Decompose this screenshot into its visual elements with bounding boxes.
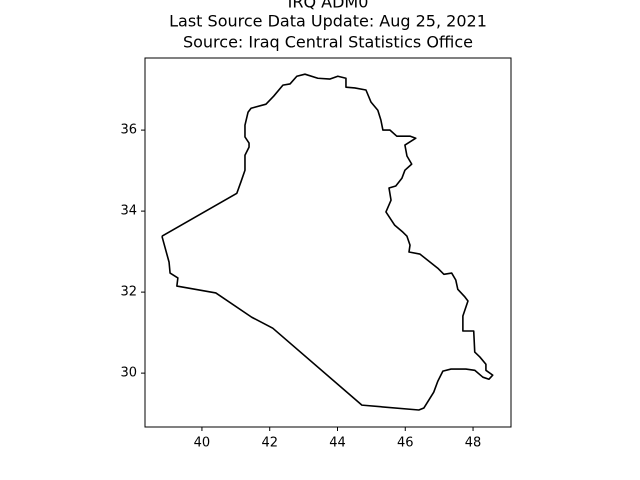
x-tick-label: 46: [397, 436, 414, 451]
x-tick-label: 44: [329, 436, 346, 451]
x-tick-label: 48: [465, 436, 482, 451]
plot-frame: [144, 57, 512, 428]
x-tick-label: 42: [261, 436, 278, 451]
y-tick-label: 36: [120, 123, 137, 138]
chart-subtitle: Last Source Data Update: Aug 25, 2021: [169, 12, 487, 31]
boundary-line: [161, 73, 494, 411]
x-tick-label: 40: [194, 436, 211, 451]
y-tick-label: 30: [120, 366, 137, 381]
y-tick-label: 34: [120, 204, 137, 219]
chart-title: IRQ ADM0: [288, 0, 369, 12]
y-tick-label: 32: [120, 285, 137, 300]
chart-source: Source: Iraq Central Statistics Office: [183, 33, 473, 52]
